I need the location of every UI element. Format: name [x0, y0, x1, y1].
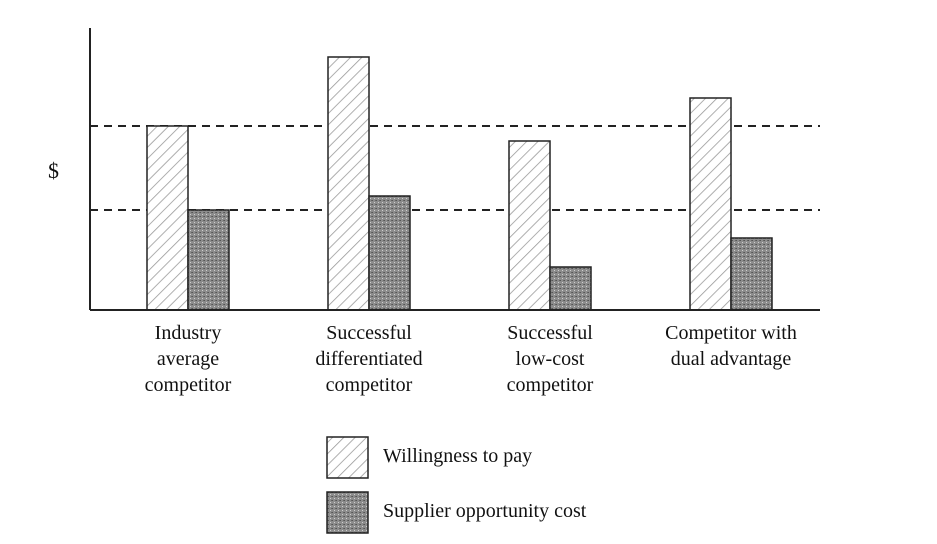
legend-swatch [326, 491, 369, 534]
legend-label: Willingness to pay [383, 445, 533, 467]
legend-label: Supplier opportunity cost [383, 500, 587, 522]
x-tick-label: Successful low-cost competitor [506, 322, 594, 396]
bar [146, 125, 189, 311]
x-tick-label: Competitor with dual advantage [665, 322, 797, 370]
bar [368, 195, 411, 311]
x-tick-label: Successful differentiated competitor [315, 322, 423, 396]
bar [327, 56, 370, 311]
legend-swatch [326, 436, 369, 479]
bar [689, 97, 732, 311]
x-tick-label: Industry average competitor [144, 322, 232, 396]
bar [549, 266, 592, 311]
y-axis-label: $ [48, 158, 59, 183]
bar [730, 237, 773, 311]
bar [508, 140, 551, 311]
bar [187, 209, 230, 311]
